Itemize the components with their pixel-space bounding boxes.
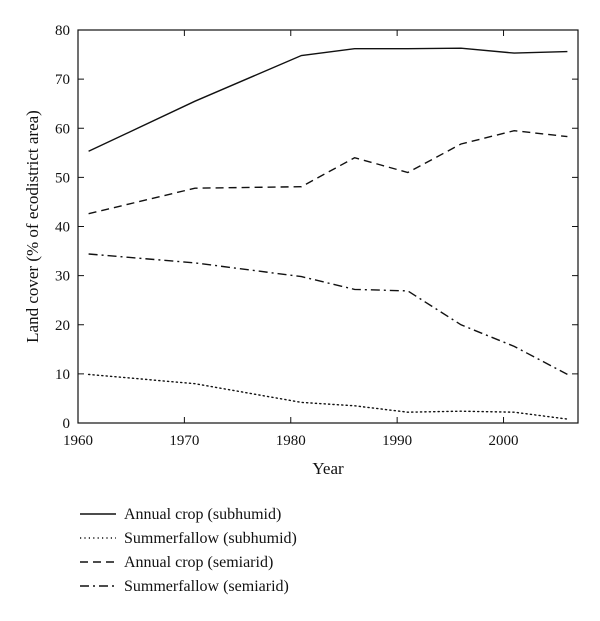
x-tick-label: 1980	[276, 433, 306, 449]
x-tick-label: 1960	[63, 433, 93, 449]
y-tick-label: 20	[55, 318, 70, 334]
legend: Annual crop (subhumid) Summerfallow (subh…	[80, 506, 297, 595]
series-line-dashed	[88, 129, 568, 215]
y-tick-label: 50	[55, 170, 70, 186]
y-tick-label: 30	[55, 269, 70, 285]
y-tick-label: 0	[63, 416, 71, 432]
x-tick-label: 1990	[382, 433, 412, 449]
y-tick-label: 80	[55, 23, 70, 39]
plot-frame	[77, 29, 579, 424]
x-tick-label: 1970	[169, 433, 199, 449]
series-line-dashdot	[88, 253, 568, 376]
plot-area: 0 10 20 30 40 50 60 70 80 1960 1970 1980 1990 2000	[55, 23, 579, 449]
x-axis-title: Year	[312, 459, 344, 478]
y-tick-label: 10	[55, 367, 70, 383]
legend-label: Annual crop (subhumid)	[124, 506, 281, 523]
x-tick-label: 2000	[489, 433, 519, 449]
legend-label: Annual crop (semiarid)	[124, 554, 273, 571]
legend-label: Summerfallow (subhumid)	[124, 530, 297, 547]
series-line-dotted	[87, 373, 569, 420]
y-tick-label: 60	[55, 121, 70, 137]
series-line-solid	[88, 47, 568, 152]
y-axis-title: Land cover (% of ecodistrict area)	[23, 110, 42, 343]
y-tick-label: 40	[55, 220, 70, 236]
legend-label: Summerfallow (semiarid)	[124, 578, 289, 595]
y-tick-label: 70	[55, 72, 70, 88]
